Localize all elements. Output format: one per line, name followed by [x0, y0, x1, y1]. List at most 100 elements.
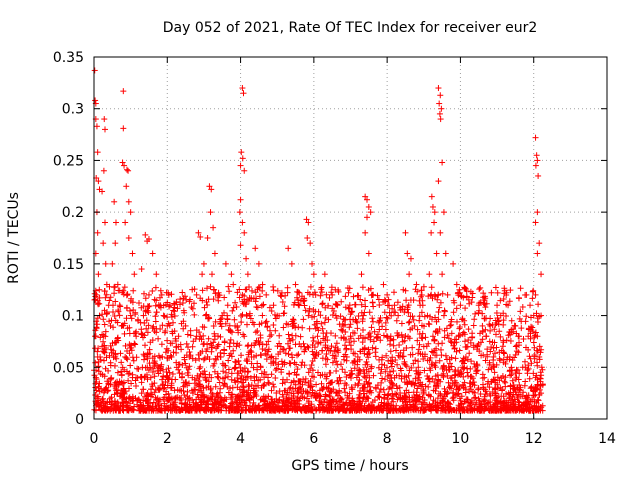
data-point — [99, 188, 106, 195]
data-point — [303, 216, 310, 223]
data-point — [535, 172, 542, 179]
data-point — [232, 322, 239, 329]
data-point — [259, 281, 266, 288]
data-point — [217, 353, 224, 360]
data-point — [429, 333, 436, 340]
data-point — [94, 229, 101, 236]
data-point — [199, 271, 206, 278]
data-point — [123, 291, 130, 298]
data-point — [239, 85, 246, 92]
data-point — [122, 353, 129, 360]
data-point — [210, 224, 217, 231]
data-point — [138, 266, 145, 273]
y-tick-label: 0.05 — [53, 360, 84, 376]
data-point — [127, 209, 134, 216]
data-point — [431, 209, 438, 216]
data-point — [237, 196, 244, 203]
data-point — [102, 260, 109, 267]
data-point — [360, 312, 367, 319]
data-point — [481, 374, 488, 381]
data-point — [277, 343, 284, 350]
data-point — [431, 219, 438, 226]
data-point — [387, 333, 394, 340]
data-point — [532, 134, 539, 141]
data-point — [314, 333, 321, 340]
data-point — [347, 333, 354, 340]
data-point — [332, 312, 339, 319]
data-point — [103, 281, 110, 288]
data-point — [109, 260, 116, 267]
data-point — [195, 229, 202, 236]
data-point — [494, 302, 501, 309]
data-point — [95, 271, 102, 278]
data-point — [305, 312, 312, 319]
plot-frame — [93, 56, 608, 420]
data-point — [118, 322, 125, 329]
data-points — [91, 67, 546, 414]
data-point — [363, 214, 370, 221]
data-point — [125, 235, 132, 241]
data-point — [175, 343, 182, 350]
data-point — [428, 193, 435, 200]
data-point — [238, 149, 245, 156]
data-point — [455, 333, 462, 340]
data-point — [424, 312, 431, 319]
data-point — [358, 271, 365, 278]
data-point — [307, 240, 314, 247]
dense-point-cloud — [91, 283, 546, 414]
data-point — [189, 390, 196, 397]
data-point — [538, 390, 545, 397]
data-point — [116, 302, 123, 309]
data-point — [140, 312, 147, 319]
data-point — [193, 291, 200, 298]
data-point — [211, 250, 218, 257]
data-point — [336, 374, 343, 381]
data-point — [532, 162, 539, 169]
y-tick-label: 0 — [75, 412, 84, 428]
data-point — [436, 100, 443, 107]
data-point — [453, 281, 460, 288]
data-point — [105, 302, 112, 309]
data-point — [125, 198, 132, 205]
data-point — [532, 291, 539, 298]
y-tick-label: 0.15 — [53, 257, 84, 273]
data-point — [222, 260, 229, 267]
data-point — [160, 312, 167, 319]
data-point — [440, 312, 447, 319]
data-point — [206, 183, 213, 190]
x-tick-label: 6 — [309, 431, 318, 447]
data-point — [93, 395, 100, 402]
data-point — [343, 353, 350, 360]
data-point — [208, 374, 215, 381]
data-point — [224, 302, 231, 309]
data-point — [145, 236, 152, 243]
data-point — [354, 353, 361, 360]
data-point — [536, 240, 543, 247]
data-point — [433, 250, 440, 257]
data-point — [508, 317, 515, 324]
data-point — [391, 302, 398, 309]
data-point — [362, 374, 369, 381]
data-point — [479, 322, 486, 329]
data-point — [121, 162, 128, 169]
data-point — [248, 353, 255, 360]
data-point — [237, 162, 244, 169]
data-point — [351, 400, 358, 407]
data-point — [125, 167, 132, 174]
data-point — [325, 384, 332, 391]
data-point — [239, 291, 246, 298]
data-point — [329, 291, 336, 298]
data-point — [241, 167, 248, 174]
data-point — [112, 219, 119, 226]
data-point — [438, 105, 445, 112]
data-point — [255, 260, 262, 267]
data-point — [431, 291, 438, 298]
data-point — [243, 255, 250, 262]
data-point — [197, 333, 204, 340]
data-point — [505, 302, 512, 309]
data-point — [237, 242, 244, 249]
data-point — [525, 333, 532, 340]
data-point — [125, 395, 132, 402]
data-point — [362, 193, 369, 200]
data-point — [349, 395, 356, 402]
